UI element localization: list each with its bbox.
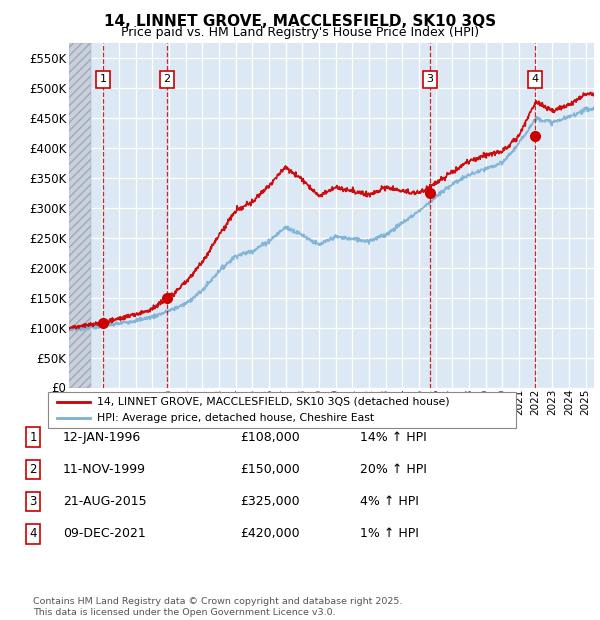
Text: 4: 4 [29, 528, 37, 540]
Text: 12-JAN-1996: 12-JAN-1996 [63, 431, 141, 443]
Text: 4% ↑ HPI: 4% ↑ HPI [360, 495, 419, 508]
Text: 1: 1 [29, 431, 37, 443]
Text: 1: 1 [100, 74, 107, 84]
Text: 21-AUG-2015: 21-AUG-2015 [63, 495, 146, 508]
Text: £108,000: £108,000 [240, 431, 300, 443]
Text: 4: 4 [531, 74, 538, 84]
Text: £325,000: £325,000 [240, 495, 299, 508]
Text: 11-NOV-1999: 11-NOV-1999 [63, 463, 146, 476]
Text: 2: 2 [163, 74, 170, 84]
Text: 14, LINNET GROVE, MACCLESFIELD, SK10 3QS: 14, LINNET GROVE, MACCLESFIELD, SK10 3QS [104, 14, 496, 29]
Text: 2: 2 [29, 463, 37, 476]
Text: 1% ↑ HPI: 1% ↑ HPI [360, 528, 419, 540]
Text: 20% ↑ HPI: 20% ↑ HPI [360, 463, 427, 476]
Text: £420,000: £420,000 [240, 528, 299, 540]
Text: Contains HM Land Registry data © Crown copyright and database right 2025.
This d: Contains HM Land Registry data © Crown c… [33, 598, 403, 617]
Text: HPI: Average price, detached house, Cheshire East: HPI: Average price, detached house, Ches… [97, 413, 374, 423]
Text: £150,000: £150,000 [240, 463, 300, 476]
Bar [69, 43, 91, 388]
Text: 14% ↑ HPI: 14% ↑ HPI [360, 431, 427, 443]
Text: 3: 3 [426, 74, 433, 84]
Text: 3: 3 [29, 495, 37, 508]
Text: 14, LINNET GROVE, MACCLESFIELD, SK10 3QS (detached house): 14, LINNET GROVE, MACCLESFIELD, SK10 3QS… [97, 397, 450, 407]
Text: Price paid vs. HM Land Registry's House Price Index (HPI): Price paid vs. HM Land Registry's House … [121, 26, 479, 39]
Text: 09-DEC-2021: 09-DEC-2021 [63, 528, 146, 540]
